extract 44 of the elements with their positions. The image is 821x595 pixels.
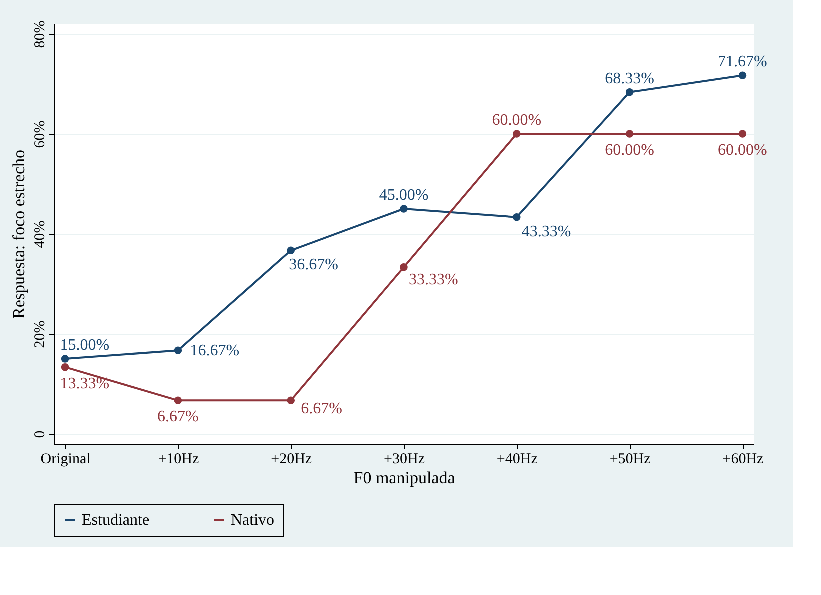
x-tick-label: +30Hz xyxy=(384,452,426,468)
y-tick-label: 0 xyxy=(32,430,48,438)
y-tick-label: 20% xyxy=(32,320,48,348)
point xyxy=(61,363,70,372)
point xyxy=(513,130,521,138)
data-label: 60.00% xyxy=(605,142,654,159)
point xyxy=(738,72,747,80)
x-tick-label: +50Hz xyxy=(610,452,652,468)
data-label: 36.67% xyxy=(289,256,338,274)
point xyxy=(174,396,182,405)
data-label: 16.67% xyxy=(190,342,240,360)
point xyxy=(287,396,295,405)
data-label: 60.00% xyxy=(492,112,542,129)
point xyxy=(738,130,747,138)
data-label: 15.00% xyxy=(60,337,110,354)
point xyxy=(400,263,408,272)
point xyxy=(513,213,521,222)
y-tick-label: 60% xyxy=(32,120,48,148)
x-tick-label: Original xyxy=(40,452,91,468)
x-tick-label: +10Hz xyxy=(158,452,200,468)
data-label: 68.33% xyxy=(605,70,654,88)
data-label: 13.33% xyxy=(60,375,110,392)
x-tick-label: +20Hz xyxy=(271,452,312,468)
x-axis-title: F0 manipulada xyxy=(354,468,456,488)
point xyxy=(174,346,182,355)
legend-label: Estudiante xyxy=(82,512,150,529)
y-tick-label: 80% xyxy=(32,20,48,48)
point xyxy=(287,246,295,255)
point xyxy=(61,355,70,363)
data-label: 6.67% xyxy=(158,408,199,426)
y-axis-title: Respuesta: foco estrecho xyxy=(10,150,28,319)
data-label: 71.67% xyxy=(718,54,768,71)
point xyxy=(400,205,408,213)
x-tick-label: +60Hz xyxy=(722,452,764,468)
data-label: 43.33% xyxy=(522,223,572,240)
data-label: 33.33% xyxy=(409,271,458,288)
legend-label: Nativo xyxy=(231,512,275,529)
y-tick-label: 40% xyxy=(32,220,48,248)
point xyxy=(626,130,634,138)
data-label: 60.00% xyxy=(718,142,768,159)
data-label: 45.00% xyxy=(379,187,429,204)
point xyxy=(626,88,634,96)
x-tick-label: +40Hz xyxy=(496,452,538,468)
data-label: 6.67% xyxy=(301,400,342,418)
